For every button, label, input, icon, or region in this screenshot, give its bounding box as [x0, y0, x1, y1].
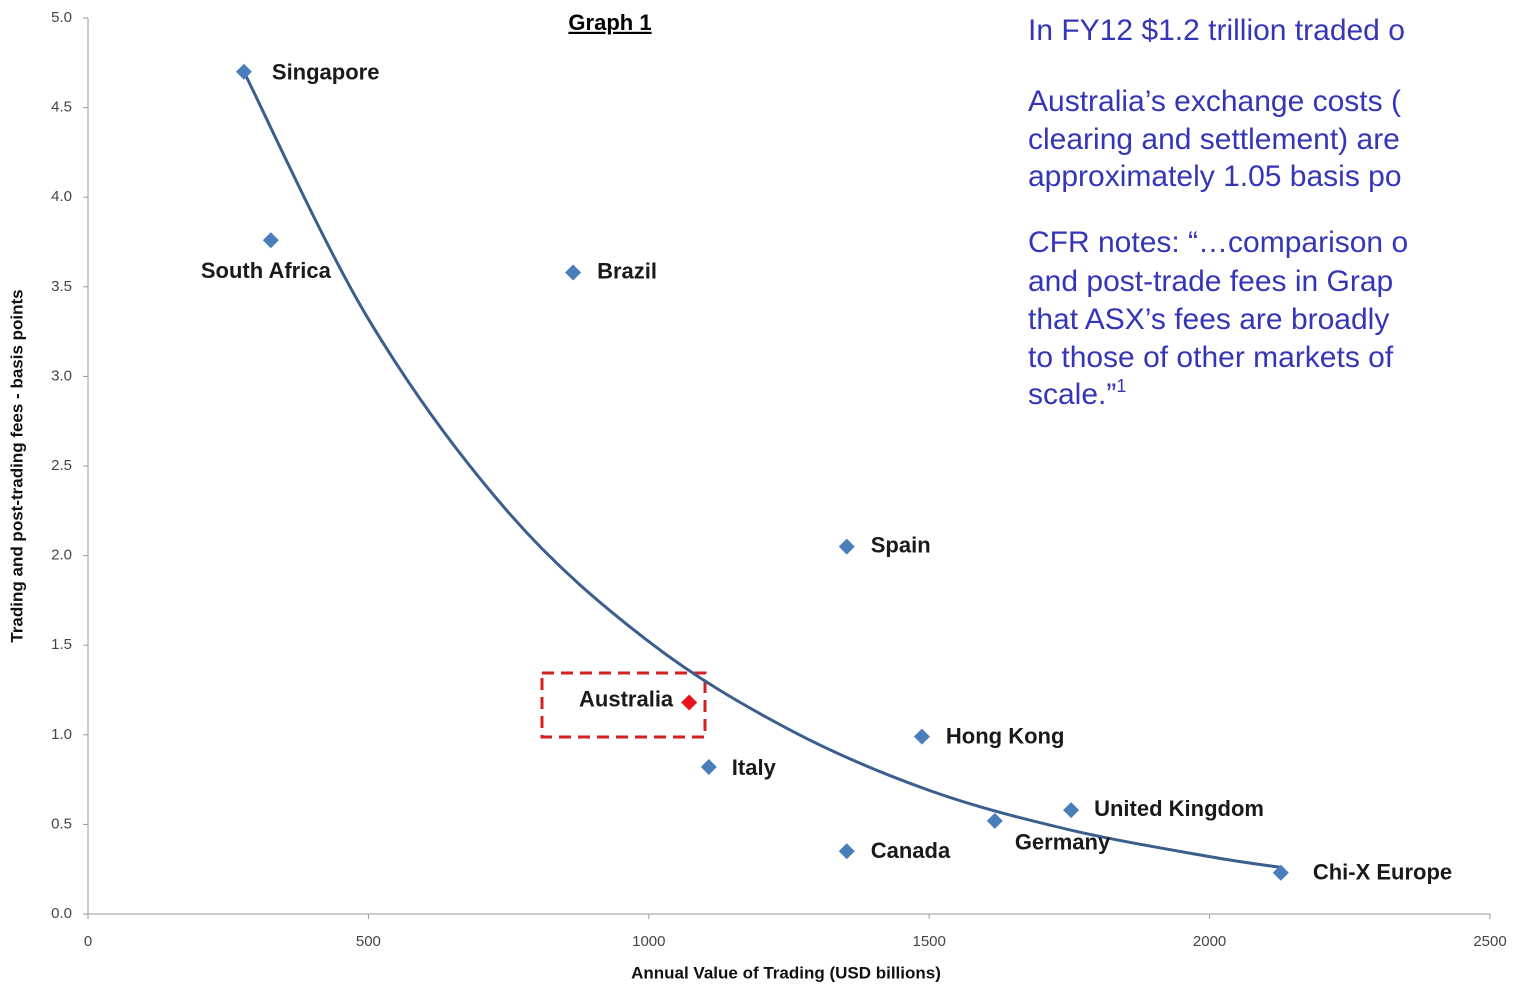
- y-tick-label: 5.0: [51, 9, 72, 26]
- y-tick-label: 0.0: [51, 905, 72, 922]
- x-tick-label: 2000: [1193, 933, 1226, 950]
- note-line: clearing and settlement) are: [1028, 123, 1400, 156]
- point-label: Hong Kong: [946, 723, 1065, 748]
- point: [1063, 802, 1080, 819]
- y-tick-label: 0.5: [51, 815, 72, 832]
- note-line: Australia’s exchange costs (: [1028, 85, 1401, 118]
- y-tick-label: 1.5: [51, 636, 72, 653]
- point-label: South Africa: [201, 258, 332, 283]
- point-label: Germany: [1015, 830, 1111, 855]
- note-text: approximately 1.05 basis po: [1028, 160, 1402, 193]
- y-tick-label: 4.5: [51, 99, 72, 116]
- y-tick-label: 4.0: [51, 188, 72, 205]
- note-text: In FY12 $1.2 trillion traded o: [1028, 14, 1405, 47]
- x-tick-label: 1500: [913, 933, 946, 950]
- y-tick-label: 3.5: [51, 278, 72, 295]
- y-tick-label: 2.5: [51, 457, 72, 474]
- point-label: Singapore: [272, 60, 380, 85]
- note-text: that ASX’s fees are broadly: [1028, 303, 1389, 336]
- chart-title: Graph 1: [568, 10, 651, 35]
- point-label: United Kingdom: [1094, 796, 1264, 821]
- note-text: and post-trade fees in Grap: [1028, 265, 1393, 298]
- point: [235, 63, 252, 80]
- note-text: CFR notes: “…comparison o: [1028, 226, 1408, 259]
- trend-line: [242, 71, 1282, 869]
- point-label: Brazil: [597, 258, 657, 283]
- point: [838, 538, 855, 555]
- note-text: Australia’s exchange costs (: [1028, 85, 1401, 118]
- note-line: and post-trade fees in Grap: [1028, 265, 1393, 298]
- note-line: scale.”1: [1028, 376, 1126, 411]
- point-label: Italy: [732, 755, 777, 780]
- note-line: that ASX’s fees are broadly: [1028, 303, 1389, 336]
- x-tick-label: 0: [84, 933, 92, 950]
- point-label: Chi-X Europe: [1313, 860, 1452, 885]
- note-line: approximately 1.05 basis po: [1028, 160, 1402, 193]
- point: [681, 694, 698, 711]
- y-tick-label: 3.0: [51, 367, 72, 384]
- y-tick-label: 2.0: [51, 547, 72, 564]
- note-text: to those of other markets of: [1028, 341, 1394, 374]
- point: [913, 728, 930, 745]
- y-tick-label: 1.0: [51, 726, 72, 743]
- x-tick-label: 1000: [632, 933, 665, 950]
- note-line: In FY12 $1.2 trillion traded o: [1028, 14, 1405, 47]
- note-text: clearing and settlement) are: [1028, 123, 1400, 156]
- note-superscript: 1: [1116, 376, 1126, 396]
- note-line: CFR notes: “…comparison o: [1028, 226, 1408, 259]
- y-axis-title: Trading and post-trading fees - basis po…: [7, 289, 26, 642]
- point: [565, 264, 582, 281]
- point: [838, 843, 855, 860]
- point: [700, 759, 717, 776]
- note-line: to those of other markets of: [1028, 341, 1394, 374]
- x-axis-title: Annual Value of Trading (USD billions): [631, 963, 941, 982]
- point-label: Spain: [871, 532, 931, 557]
- point: [262, 232, 279, 249]
- note-text: scale.”: [1028, 378, 1116, 411]
- point-label: Australia: [579, 686, 674, 711]
- x-tick-label: 2500: [1473, 933, 1506, 950]
- point-label: Canada: [871, 838, 951, 863]
- highlight-box: [540, 671, 707, 739]
- x-tick-label: 500: [356, 933, 381, 950]
- point: [986, 812, 1003, 829]
- point: [1272, 864, 1289, 881]
